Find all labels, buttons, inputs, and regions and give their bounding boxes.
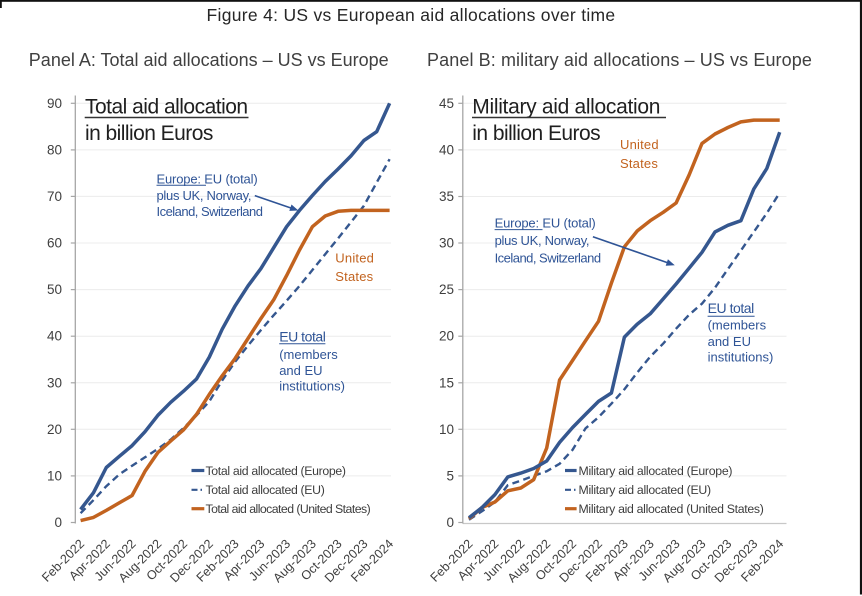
svg-text:institutions): institutions) xyxy=(708,349,774,364)
svg-text:45: 45 xyxy=(439,96,454,111)
svg-text:30: 30 xyxy=(439,236,454,251)
svg-text:0: 0 xyxy=(54,515,62,530)
svg-text:and EU: and EU xyxy=(708,334,751,349)
svg-text:Total aid allocated (United St: Total aid allocated (United States) xyxy=(206,502,371,516)
svg-text:30: 30 xyxy=(47,375,62,390)
svg-text:Total aid allocated (EU): Total aid allocated (EU) xyxy=(206,483,325,497)
svg-text:States: States xyxy=(620,156,658,171)
svg-text:25: 25 xyxy=(439,282,454,297)
svg-text:40: 40 xyxy=(439,142,454,157)
svg-text:(members: (members xyxy=(279,347,338,362)
svg-text:40: 40 xyxy=(47,329,62,344)
svg-text:10: 10 xyxy=(439,422,454,437)
svg-text:plus UK, Norway,: plus UK, Norway, xyxy=(157,188,252,203)
svg-text:Military aid allocation: Military aid allocation xyxy=(472,96,660,119)
svg-text:5: 5 xyxy=(446,468,454,483)
svg-text:EU total: EU total xyxy=(708,300,755,316)
svg-text:70: 70 xyxy=(47,189,62,204)
svg-text:Figure 4: US vs European aid a: Figure 4: US vs European aid allocations… xyxy=(207,5,616,25)
svg-text:United: United xyxy=(335,251,374,266)
svg-text:20: 20 xyxy=(47,422,62,437)
svg-text:Military aid allocated (United: Military aid allocated (United States) xyxy=(579,502,764,516)
svg-text:60: 60 xyxy=(47,236,62,251)
svg-text:States: States xyxy=(335,269,373,284)
svg-text:80: 80 xyxy=(47,142,62,157)
svg-text:institutions): institutions) xyxy=(279,379,345,394)
svg-text:Iceland, Switzerland: Iceland, Switzerland xyxy=(495,250,601,265)
svg-text:plus UK, Norway,: plus UK, Norway, xyxy=(495,233,590,248)
svg-text:Military aid allocated (EU): Military aid allocated (EU) xyxy=(579,483,711,497)
svg-text:35: 35 xyxy=(439,189,454,204)
svg-text:10: 10 xyxy=(47,468,62,483)
svg-text:20: 20 xyxy=(439,329,454,344)
svg-text:90: 90 xyxy=(47,96,62,111)
svg-text:50: 50 xyxy=(47,282,62,297)
svg-text:0: 0 xyxy=(446,515,454,530)
svg-text:Panel B: military aid allocati: Panel B: military aid allocations – US v… xyxy=(427,50,812,70)
svg-text:in billion Euros: in billion Euros xyxy=(472,122,600,145)
svg-text:Total aid allocated (Europe): Total aid allocated (Europe) xyxy=(206,464,346,478)
svg-text:Total aid allocation: Total aid allocation xyxy=(85,96,248,119)
svg-text:Panel A: Total aid allocations: Panel A: Total aid allocations – US vs E… xyxy=(29,50,389,70)
svg-text:Europe: EU (total): Europe: EU (total) xyxy=(495,215,596,230)
svg-text:Iceland, Switzerland: Iceland, Switzerland xyxy=(157,204,263,219)
svg-text:and EU: and EU xyxy=(279,363,322,378)
svg-text:Europe: EU (total): Europe: EU (total) xyxy=(157,171,258,186)
svg-text:in billion Euros: in billion Euros xyxy=(85,122,213,145)
svg-text:Military aid allocated (Europe: Military aid allocated (Europe) xyxy=(579,464,733,478)
svg-text:15: 15 xyxy=(439,375,454,390)
svg-text:EU total: EU total xyxy=(279,329,326,345)
svg-text:United: United xyxy=(620,137,659,152)
svg-text:(members: (members xyxy=(708,317,767,332)
